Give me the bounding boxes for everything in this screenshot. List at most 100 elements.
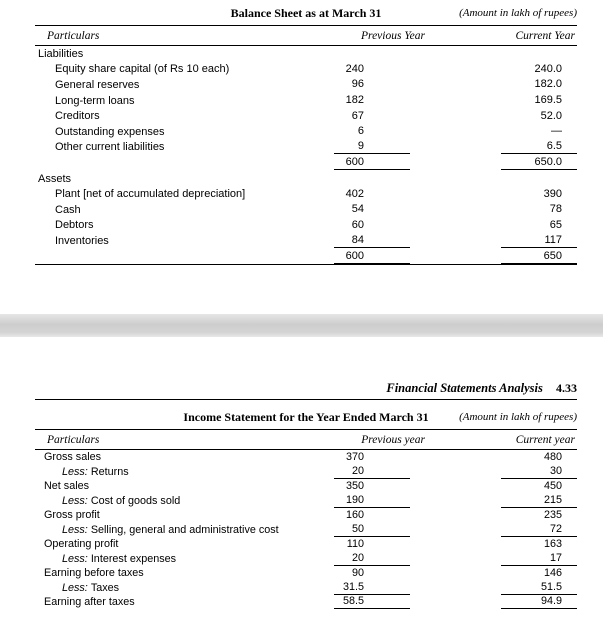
curr-year-total: 650 — [501, 250, 577, 264]
balance-sheet-title-row: Balance Sheet as at March 31 (Amount in … — [35, 6, 577, 23]
income-statement: Income Statement for the Year Ended Marc… — [35, 410, 577, 610]
curr-year-value: 480 — [543, 450, 562, 463]
row-label-text: Net sales — [44, 480, 90, 493]
curr-year-value: 450 — [543, 479, 562, 492]
row-label: Creditors — [55, 110, 100, 123]
running-head-rule — [35, 399, 577, 400]
less-prefix: Less: — [62, 494, 88, 507]
curr-year-value: — — [551, 125, 562, 138]
row-label: Gross profit — [35, 509, 334, 521]
income-statement-title-row: Income Statement for the Year Ended Marc… — [35, 410, 577, 427]
prev-year-value: 160 — [345, 508, 364, 521]
row-label: Cash — [55, 203, 81, 216]
prev-year-value: 60 — [351, 218, 364, 231]
less-prefix: Less: — [62, 523, 88, 536]
balance-sheet: Balance Sheet as at March 31 (Amount in … — [35, 6, 577, 266]
prev-year-value: 6 — [357, 125, 364, 138]
row-label-text: Operating profit — [44, 538, 119, 551]
curr-year-value: 163 — [543, 537, 562, 550]
row-label: Less: Taxes — [35, 582, 334, 594]
curr-year-value: 52.0 — [540, 109, 562, 122]
row-label-text: Selling, general and administrative cost — [90, 523, 279, 536]
table-row: Gross sales 370 480 — [35, 450, 577, 465]
prev-year-value: 20 — [334, 552, 410, 566]
prev-year-value: 90 — [351, 566, 364, 579]
page-separator-band — [0, 314, 603, 337]
income-statement-header-row: Particulars Previous year Current year — [35, 430, 577, 450]
col-header-current-year: Current year — [515, 433, 575, 446]
row-label: Outstanding expenses — [55, 125, 165, 138]
prev-year-value: 67 — [351, 109, 364, 122]
table-row: Other current liabilities 9 6.5 — [35, 140, 577, 156]
table-row: General reserves 96 182.0 — [35, 77, 577, 93]
running-head-page-number: 4.33 — [556, 381, 577, 395]
row-label: Earning before taxes — [35, 567, 334, 579]
curr-year-value: 117 — [501, 234, 577, 248]
curr-year-value: 30 — [501, 465, 577, 479]
table-row: Less: Selling, general and administrative… — [35, 523, 577, 538]
prev-year-value: 20 — [334, 465, 410, 479]
row-label-text: Gross profit — [44, 509, 100, 522]
table-row: Creditors 67 52.0 — [35, 108, 577, 124]
prev-year-value: 84 — [334, 234, 410, 248]
curr-year-value: 146 — [543, 566, 562, 579]
income-statement-unit-note: (Amount in lakh of rupees) — [459, 411, 577, 423]
table-row: Outstanding expenses 6 — — [35, 124, 577, 140]
prev-year-value: 402 — [345, 187, 364, 200]
table-row: Earning before taxes 90 146 — [35, 566, 577, 581]
prev-year-value: 350 — [345, 479, 364, 492]
running-head-title: Financial Statements Analysis — [386, 381, 543, 395]
total-row: 600 650 — [35, 249, 577, 265]
prev-year-total: 58.5 — [334, 595, 410, 610]
table-row: Liabilities — [35, 46, 577, 62]
total-row: Earning after taxes 58.5 94.9 — [35, 595, 577, 610]
row-label: Less: Returns — [35, 466, 334, 478]
prev-year-value: 96 — [351, 78, 364, 91]
prev-year-total: 600 — [334, 250, 410, 264]
table-row: Less: Taxes 31.5 51.5 — [35, 581, 577, 596]
balance-sheet-unit-note: (Amount in lakh of rupees) — [459, 7, 577, 19]
table-row: Gross profit 160 235 — [35, 508, 577, 523]
less-prefix: Less: — [62, 552, 88, 565]
table-row: Plant [net of accumulated depreciation] … — [35, 186, 577, 202]
col-header-current-year: Current Year — [515, 29, 575, 42]
section-label: Assets — [38, 172, 72, 185]
row-label-text: Returns — [90, 465, 129, 478]
curr-year-value: 390 — [543, 187, 562, 200]
row-label: Inventories — [55, 234, 109, 247]
row-label: Equity share capital (of Rs 10 each) — [55, 63, 230, 76]
row-label: Less: Cost of goods sold — [35, 495, 334, 507]
col-header-previous-year: Previous year — [361, 433, 425, 446]
prev-year-value: 9 — [334, 140, 410, 155]
curr-year-value: 215 — [501, 494, 577, 508]
row-label: Earning after taxes — [35, 596, 334, 608]
less-prefix: Less: — [62, 581, 88, 594]
less-prefix: Less: — [62, 465, 88, 478]
row-label: Operating profit — [35, 538, 334, 550]
row-label-text: Cost of goods sold — [90, 494, 181, 507]
col-header-previous-year: Previous Year — [361, 29, 425, 42]
curr-year-value: 78 — [549, 203, 562, 216]
row-label-text: Interest expenses — [90, 552, 177, 565]
prev-year-value: 190 — [334, 494, 410, 508]
table-row: Equity share capital (of Rs 10 each) 240… — [35, 62, 577, 78]
row-label: Less: Interest expenses — [35, 553, 334, 565]
row-label: General reserves — [55, 78, 140, 91]
prev-year-value: 182 — [345, 94, 364, 107]
row-label: Plant [net of accumulated depreciation] — [55, 188, 246, 201]
curr-year-value: 240.0 — [534, 62, 562, 75]
row-label-text: Gross sales — [44, 451, 101, 464]
curr-year-value: 235 — [543, 508, 562, 521]
table-row: Assets — [35, 171, 577, 187]
table-row: Inventories 84 117 — [35, 233, 577, 249]
table-row: Less: Interest expenses 20 17 — [35, 552, 577, 567]
total-row: 600 650.0 — [35, 155, 577, 171]
row-label-text: Earning before taxes — [44, 567, 144, 580]
curr-year-total: 94.9 — [501, 595, 577, 610]
curr-year-value: 72 — [501, 523, 577, 537]
row-label: Long-term loans — [55, 94, 135, 107]
row-label-text: Earning after taxes — [44, 596, 135, 609]
row-label: Other current liabilities — [55, 141, 165, 154]
income-statement-table: Particulars Previous year Current year G… — [35, 429, 577, 610]
